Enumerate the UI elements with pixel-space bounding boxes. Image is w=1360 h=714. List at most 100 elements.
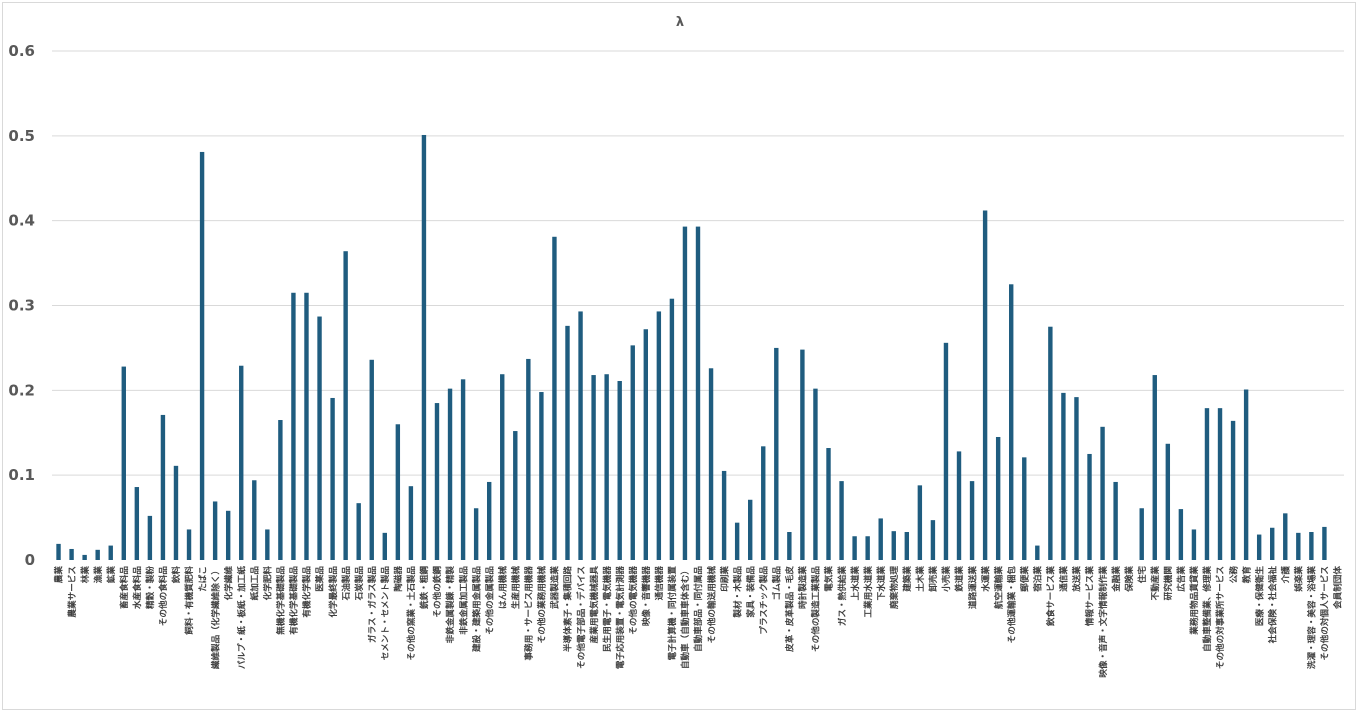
bar — [252, 480, 257, 560]
x-tick-label: 飲料 — [170, 566, 182, 585]
bar — [878, 518, 883, 560]
x-tick-label: 社会保険・社会福祉 — [1266, 566, 1278, 645]
x-tick-label: 産業用電気機械器具 — [588, 566, 600, 644]
bar — [904, 532, 910, 560]
x-tick-label: 教育 — [1240, 566, 1252, 584]
x-tick-label: ゴム製品 — [771, 566, 783, 601]
bar — [1035, 545, 1040, 560]
x-tick-label: 事務用・サービス用機器 — [523, 566, 535, 661]
bar — [734, 522, 740, 560]
bar — [1087, 453, 1092, 560]
x-tick-label: 飼料・有機質肥料 — [183, 566, 195, 636]
gridlines — [52, 50, 1344, 476]
x-tick-label: 有機化学製品 — [301, 566, 313, 618]
x-tick-label: 宿泊業 — [1032, 566, 1044, 592]
x-tick-label: 自動車部品・同付属品 — [692, 566, 704, 652]
bar — [1191, 529, 1197, 560]
bar — [513, 431, 518, 560]
bar — [1243, 389, 1249, 560]
x-tick-label: 紙加工品 — [248, 566, 260, 601]
bar — [813, 388, 818, 560]
bar — [748, 499, 753, 560]
bar — [930, 520, 936, 560]
bar — [656, 311, 662, 560]
x-tick-label: 皮革・皮革製品・毛皮 — [784, 566, 796, 653]
x-tick-label: 研究機関 — [1162, 566, 1174, 601]
bar — [1178, 509, 1184, 560]
x-tick-label: 不動産業 — [1149, 566, 1161, 601]
bar — [460, 379, 466, 560]
bar — [1230, 420, 1236, 560]
x-tick-label: 化学肥料 — [262, 566, 274, 601]
x-tick-label: その他の電気機器 — [627, 566, 639, 635]
x-tick-label: 民生用電子・電気機器 — [601, 566, 613, 652]
x-tick-label: その他の金属製品 — [483, 566, 495, 635]
bar — [721, 470, 727, 560]
x-tick-label: 広告業 — [1175, 566, 1187, 592]
x-tick-label: 製材・木製品 — [731, 566, 743, 619]
bar — [995, 436, 1001, 560]
bar — [539, 392, 544, 560]
bar — [408, 486, 414, 560]
bar — [186, 529, 192, 560]
bar — [1048, 326, 1053, 560]
x-tick-label: 漁業 — [92, 566, 104, 584]
bar — [147, 515, 153, 560]
x-tick-label: 卸売業 — [927, 566, 939, 592]
x-tick-label: 上水道業 — [849, 566, 861, 601]
bar — [774, 347, 779, 560]
bar — [212, 501, 218, 560]
bar — [1256, 534, 1262, 560]
x-tick-label: 水運業 — [979, 566, 991, 592]
x-tick-label: 畜産食料品 — [118, 566, 130, 609]
x-tick-label: 土木業 — [914, 566, 926, 592]
bar — [630, 345, 635, 560]
bar — [1113, 481, 1118, 560]
bar — [565, 325, 570, 560]
x-tick-label: その他運輸業・梱包 — [1005, 566, 1017, 644]
bar — [95, 549, 100, 560]
bar — [82, 554, 87, 560]
bar — [421, 134, 427, 561]
bar — [1322, 526, 1327, 560]
x-axis: 農業 農業サービス 林業 漁業 鉱業 畜産食料品 水産食料品 精穀・製粉 その他の食料品 飲料 飼料… — [53, 566, 1344, 678]
y-tick-label: 0.4 — [8, 212, 35, 230]
bar — [943, 342, 949, 560]
x-tick-label: 無機化学基礎製品 — [275, 566, 287, 635]
y-tick-label: 0.5 — [8, 127, 35, 145]
x-tick-label: 郵便業 — [1018, 566, 1030, 592]
y-tick-label: 0 — [25, 551, 35, 569]
bar — [578, 311, 583, 560]
bar — [1296, 532, 1301, 560]
x-tick-label: その他の窯業・土石製品 — [405, 566, 417, 661]
x-tick-label: 廃棄物処理 — [888, 566, 900, 609]
x-tick-label: 娯楽業 — [1293, 566, 1305, 592]
x-tick-label: 医療・保健衛生 — [1253, 566, 1265, 627]
bar — [1100, 426, 1105, 560]
x-tick-label: 建築業 — [901, 566, 913, 593]
x-tick-label: 自動車整備業、修理業 — [1201, 566, 1213, 652]
y-tick-label: 0.1 — [8, 466, 35, 484]
bar — [852, 536, 857, 560]
bar — [486, 481, 492, 560]
bar — [134, 487, 140, 560]
x-tick-label: 映像・音声・文字情報制作業 — [1097, 566, 1109, 678]
bar — [1309, 532, 1314, 560]
x-tick-label: たばこ — [196, 566, 208, 592]
bar — [108, 545, 113, 560]
x-tick-label: 家具・装備品 — [744, 566, 756, 618]
x-tick-label: 下水道業 — [875, 566, 887, 601]
x-tick-label: 化学繊維 — [222, 566, 234, 601]
bar — [643, 329, 648, 560]
x-tick-label: その他の対個人サービス — [1319, 566, 1331, 661]
x-tick-label: 半導体素子・集積回路 — [562, 566, 574, 652]
bar — [591, 375, 596, 560]
x-tick-label: 化学最終製品 — [327, 566, 339, 618]
x-tick-label: 電気業 — [823, 566, 835, 592]
x-tick-label: 鉄道業 — [953, 566, 965, 592]
bar — [369, 359, 374, 560]
bar — [891, 531, 896, 560]
x-tick-label: その他の食料品 — [157, 566, 169, 627]
bar — [1283, 513, 1288, 560]
bar — [1061, 392, 1066, 560]
